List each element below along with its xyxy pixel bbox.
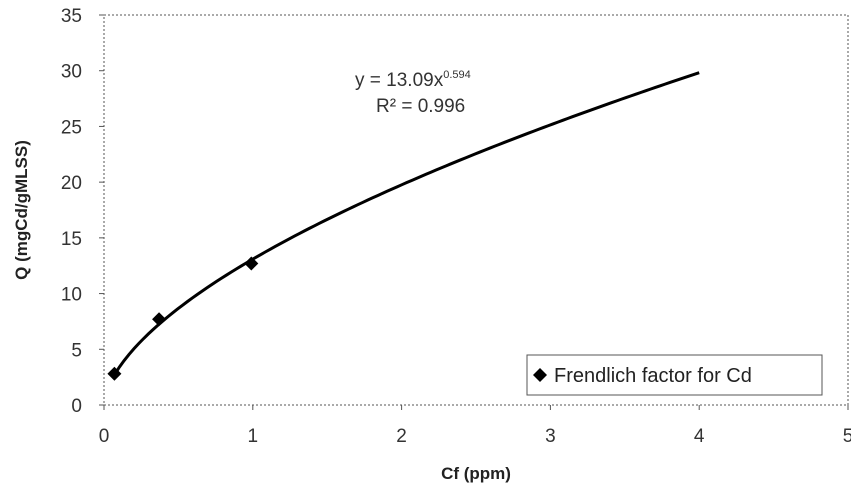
- y-axis: 0 5 10 15 20 25 30 35: [61, 6, 104, 417]
- x-axis-title: Cf (ppm): [441, 464, 511, 483]
- plot-area: [103, 14, 849, 406]
- y-tick-label: 0: [71, 396, 82, 417]
- r-squared-label: R² = 0.996: [376, 96, 465, 117]
- y-tick-label: 10: [61, 285, 82, 306]
- y-tick-label: 20: [61, 173, 82, 194]
- x-tick-label: 5: [843, 426, 851, 447]
- legend: Frendlich factor for Cd: [526, 354, 823, 396]
- legend-label: Frendlich factor for Cd: [554, 365, 752, 387]
- x-tick-label: 4: [694, 426, 705, 447]
- y-tick-label: 15: [61, 229, 82, 250]
- y-tick-label: 30: [61, 62, 82, 83]
- y-axis-title: Q (mgCd/gMLSS): [12, 140, 31, 280]
- x-tick-label: 2: [396, 426, 407, 447]
- data-points: [107, 256, 259, 381]
- data-point: [107, 366, 122, 381]
- legend-diamond-icon: [533, 368, 547, 382]
- y-tick-label: 5: [71, 340, 82, 361]
- x-tick-label: 3: [545, 426, 556, 447]
- x-tick-label: 1: [248, 426, 259, 447]
- x-axis: 0 1 2 3 4 5: [99, 405, 851, 447]
- trendline-equation: y = 13.09x0.594: [355, 69, 471, 91]
- trendline: [113, 71, 700, 376]
- y-tick-label: 35: [61, 6, 82, 27]
- x-tick-label: 0: [99, 426, 110, 447]
- legend-box: [526, 354, 823, 396]
- y-tick-label: 25: [61, 117, 82, 138]
- data-point: [244, 256, 259, 271]
- data-point: [152, 312, 167, 327]
